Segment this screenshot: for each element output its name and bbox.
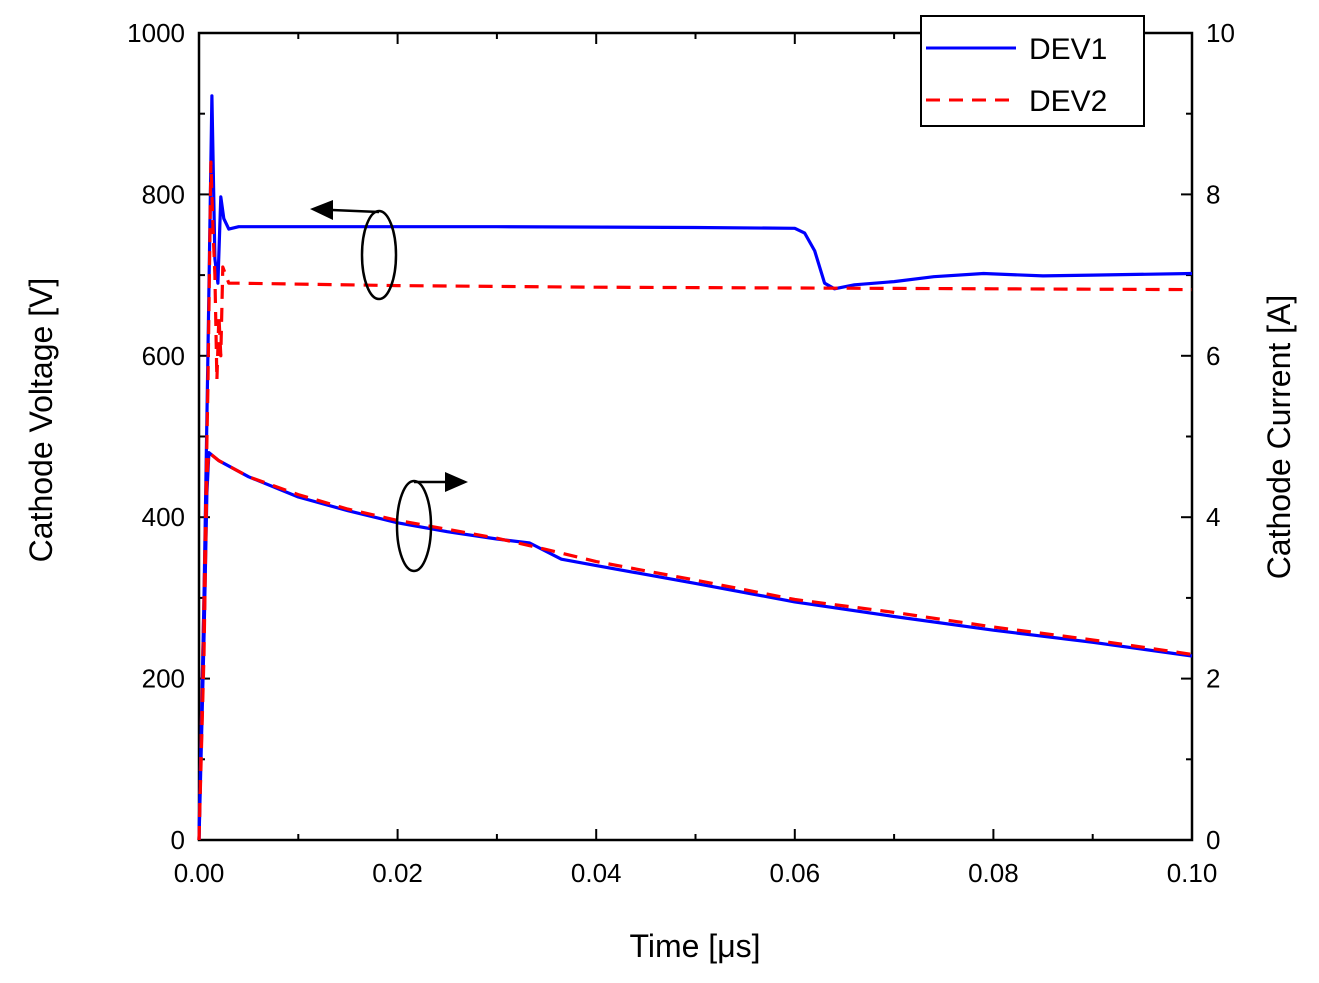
legend-label-dev1: DEV1 [1029, 33, 1107, 66]
series-line-dev1-voltage [197, 94, 1193, 841]
y-right-tick-label: 8 [1206, 179, 1220, 209]
y-left-tick-label: 200 [142, 664, 185, 694]
y-right-tick-label: 4 [1206, 502, 1220, 532]
x-tick-label: 0.04 [571, 858, 622, 888]
legend: DEV1 DEV2 [920, 15, 1145, 127]
y-left-tick-label: 1000 [127, 18, 185, 48]
voltage-annotation-arrowhead [310, 200, 333, 220]
voltage-annotation-ellipse [360, 209, 398, 301]
y-right-tick-label: 6 [1206, 341, 1220, 371]
y-left-axis-title: Cathode Voltage [V] [23, 278, 59, 563]
x-tick-label: 0.02 [372, 858, 423, 888]
x-tick-label: 0.08 [968, 858, 1019, 888]
axis-ticks: 0.00 0.02 0.04 0.06 0.08 0.100200400600800100… [127, 18, 1235, 888]
series-line-dev1-current [197, 451, 1193, 841]
y-right-tick-label: 10 [1206, 18, 1235, 48]
x-axis-title: Time [μs] [629, 928, 760, 964]
y-left-tick-label: 400 [142, 502, 185, 532]
series-layer [197, 94, 1193, 841]
current-annotation-arrowhead [445, 472, 468, 492]
series-line-dev2-voltage [197, 160, 1193, 841]
y-right-axis-title: Cathode Current [A] [1261, 295, 1297, 580]
y-left-tick-label: 0 [171, 825, 185, 855]
voltage-annotation-arrow-line [331, 208, 380, 214]
x-tick-label: 0.00 [174, 858, 225, 888]
plot-border [197, 31, 1194, 842]
y-left-tick-label: 600 [142, 341, 185, 371]
annotations [310, 200, 468, 573]
y-right-tick-label: 2 [1206, 664, 1220, 694]
y-left-tick-label: 800 [142, 179, 185, 209]
x-tick-label: 0.06 [769, 858, 820, 888]
series-line-dev2-current [197, 451, 1193, 841]
x-tick-label: 0.10 [1167, 858, 1218, 888]
legend-box [920, 15, 1145, 127]
y-right-tick-label: 0 [1206, 825, 1220, 855]
plot-frame [197, 31, 1194, 842]
legend-label-dev2: DEV2 [1029, 85, 1107, 118]
